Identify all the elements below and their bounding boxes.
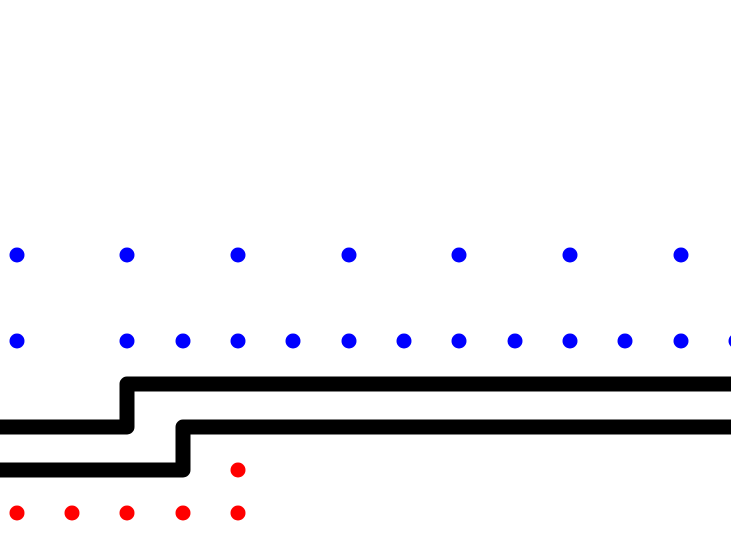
top-sparse-row-dot <box>341 247 357 263</box>
bottom-single-row-dot <box>230 462 246 478</box>
top-dense-row <box>9 333 731 349</box>
top-dense-row-dot <box>673 333 689 349</box>
bottom-row-dot <box>230 505 246 521</box>
top-sparse-row-dot <box>451 247 467 263</box>
top-sparse-row-dot <box>9 247 25 263</box>
bottom-row <box>9 505 246 521</box>
top-sparse-row-dot <box>119 247 135 263</box>
top-dense-row-dot <box>451 333 467 349</box>
top-dense-row-dot <box>119 333 135 349</box>
lower-barrier <box>0 419 731 478</box>
bottom-row-dot <box>175 505 191 521</box>
dots-layer <box>9 247 731 521</box>
bottom-single-row <box>230 462 246 478</box>
bottom-row-dot <box>119 505 135 521</box>
top-dense-row-dot <box>175 333 191 349</box>
walls-layer <box>0 376 731 478</box>
top-dense-row-dot <box>341 333 357 349</box>
top-sparse-row <box>9 247 689 263</box>
upper-barrier <box>0 376 731 435</box>
top-dense-row-dot <box>396 333 412 349</box>
top-dense-row-dot <box>617 333 633 349</box>
top-dense-row-dot <box>507 333 523 349</box>
top-dense-row-dot <box>230 333 246 349</box>
top-dense-row-dot <box>9 333 25 349</box>
top-sparse-row-dot <box>673 247 689 263</box>
bottom-row-dot <box>64 505 80 521</box>
top-sparse-row-dot <box>562 247 578 263</box>
top-sparse-row-dot <box>230 247 246 263</box>
bottom-row-dot <box>9 505 25 521</box>
top-dense-row-dot <box>562 333 578 349</box>
top-dense-row-dot <box>285 333 301 349</box>
top-dense-row-dot <box>728 335 731 347</box>
